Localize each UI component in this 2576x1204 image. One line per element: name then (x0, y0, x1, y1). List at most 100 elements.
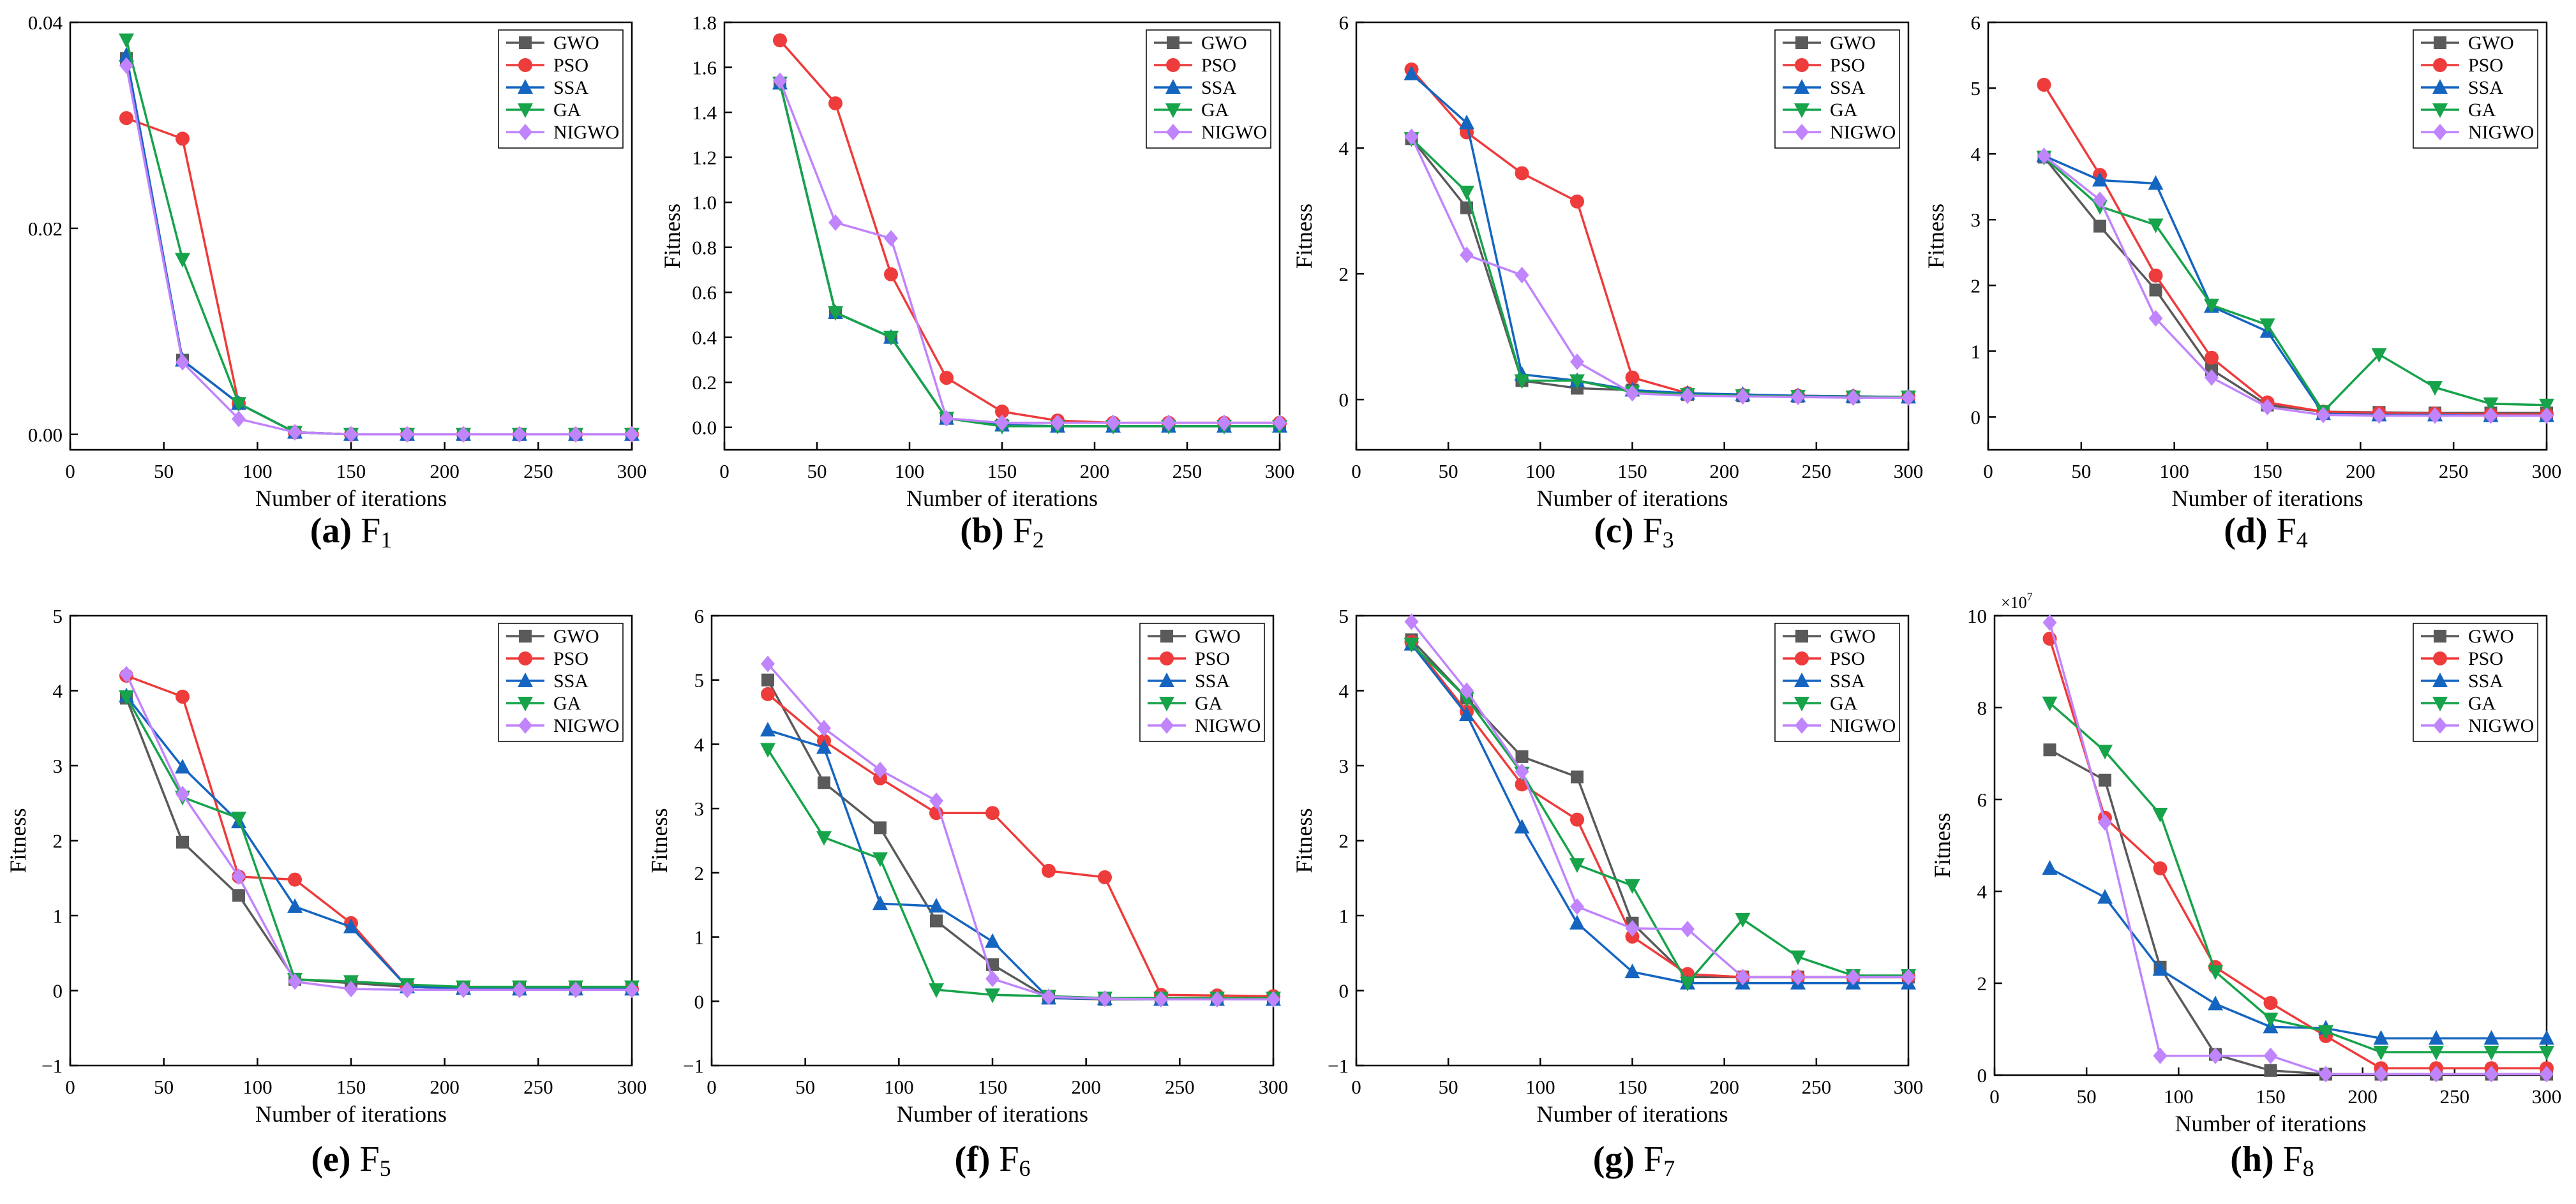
series-line-ga (2043, 156, 2547, 414)
point-nigwo (1210, 991, 1224, 1008)
point-nigwo (1460, 246, 1474, 264)
x-axis-title: Number of iterations (897, 1101, 1088, 1127)
y-tick-label: 3 (53, 755, 63, 777)
point-nigwo (1098, 990, 1112, 1007)
x-tick-label: 100 (1525, 460, 1555, 482)
legend-label-ssa: SSA (1830, 77, 1865, 98)
y-tick-label: 0.8 (692, 237, 717, 259)
point-nigwo (1735, 388, 1750, 405)
panel-caption: (a) F1 (310, 511, 392, 553)
point-nigwo (625, 981, 639, 999)
x-tick-label: 0 (65, 1076, 75, 1098)
y-tick-label: 1.8 (692, 11, 717, 34)
point-nigwo (2260, 399, 2275, 415)
point-nigwo (569, 426, 583, 443)
point-pso (940, 371, 954, 385)
point-nigwo (2093, 191, 2107, 209)
y-tick-label: −1 (683, 1055, 704, 1077)
x-tick-label: 300 (617, 1076, 647, 1098)
legend-marker-ga (1165, 103, 1181, 118)
point-ga (2427, 381, 2443, 396)
series-line-nigwo (1410, 136, 1908, 399)
y-axis-title: Fitness (659, 204, 685, 269)
caption-function: F (361, 511, 380, 551)
point-ga (1790, 950, 1806, 965)
y-tick-label: 6 (1339, 11, 1349, 34)
y-tick-label: 4 (1977, 881, 1988, 903)
y-tick-label: 0 (1971, 406, 1981, 428)
caption-letter: (e) (311, 1140, 350, 1179)
point-nigwo (176, 353, 190, 371)
y-tick-label: 1 (53, 905, 63, 927)
point-ssa (2483, 1030, 2499, 1045)
caption-function: F (1643, 511, 1663, 551)
point-nigwo (2428, 407, 2442, 424)
series-line-ga (125, 696, 632, 988)
point-ga (2152, 808, 2168, 823)
point-pso (288, 872, 302, 887)
panel-caption: (g) F7 (1593, 1140, 1675, 1181)
point-nigwo (1051, 414, 1065, 431)
point-nigwo (456, 981, 470, 999)
legend-marker-pso (1160, 651, 1174, 665)
chart-panel-2: 0 50 100 150 200 250 300 0.0 0.2 0.4 0.6 0.8 1.0 1.2 1… (659, 11, 1294, 553)
x-tick-label: 50 (2077, 1085, 2097, 1108)
point-ssa (1624, 963, 1640, 979)
y-axis-title: Fitness (1291, 808, 1317, 873)
point-pso (1570, 812, 1584, 827)
point-ga (1624, 879, 1640, 894)
series-group (760, 655, 1281, 1008)
point-ga (2483, 1046, 2499, 1060)
series-group (772, 33, 1287, 435)
point-ga (231, 397, 246, 412)
point-nigwo (344, 426, 358, 443)
point-ga (1569, 374, 1585, 389)
series-group (2042, 614, 2554, 1083)
legend-marker-pso (2433, 58, 2447, 72)
y-axis-title: Fitness (1923, 204, 1949, 269)
point-nigwo (929, 792, 943, 810)
point-gwo (1571, 770, 1584, 784)
legend-marker-nigwo (2433, 124, 2447, 140)
point-pso (2037, 77, 2051, 92)
point-ga (231, 812, 246, 827)
point-ga (2429, 1046, 2444, 1060)
series-line-ga (767, 748, 1273, 999)
legend-marker-nigwo (1166, 124, 1180, 140)
caption-letter: (f) (954, 1140, 990, 1179)
legend-marker-ssa (1794, 673, 1809, 687)
point-nigwo (1154, 991, 1168, 1008)
legend-label-ga: GA (553, 693, 581, 714)
series-group (119, 665, 640, 999)
caption-letter: (g) (1593, 1140, 1635, 1179)
legend-label-nigwo: NIGWO (1195, 715, 1261, 736)
point-nigwo (625, 426, 639, 443)
x-tick-label: 300 (2532, 1085, 2562, 1108)
point-pso (828, 96, 842, 110)
legend-marker-nigwo (1160, 717, 1174, 734)
y-tick-label: 2 (1971, 274, 1981, 297)
point-pso (176, 131, 190, 146)
point-nigwo (1217, 414, 1231, 431)
legend-label-pso: PSO (1830, 648, 1865, 669)
point-nigwo (2374, 1066, 2388, 1083)
y-tick-label: 4 (1339, 137, 1349, 160)
legend-label-gwo: GWO (1830, 33, 1876, 54)
legend-box (1774, 29, 1900, 149)
legend-marker-nigwo (518, 124, 532, 140)
point-ga (2483, 397, 2499, 412)
point-nigwo (176, 785, 190, 803)
point-nigwo (2540, 407, 2554, 424)
legend-box (498, 29, 624, 149)
point-ssa (2373, 1030, 2389, 1045)
x-tick-label: 250 (2440, 1085, 2470, 1108)
point-ssa (2148, 175, 2164, 190)
y-tick-label: 0 (53, 980, 63, 1002)
series-line-nigwo (2043, 154, 2547, 417)
x-tick-label: 200 (2346, 460, 2376, 482)
